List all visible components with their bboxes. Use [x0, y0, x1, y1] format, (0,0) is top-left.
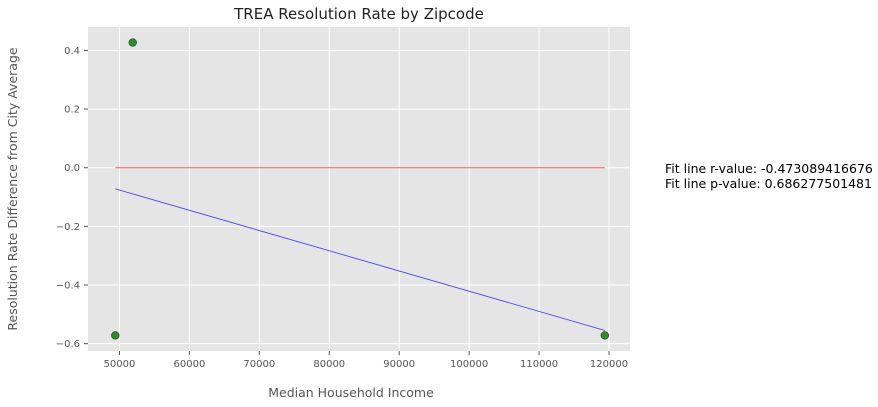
x-tick-label: 110000 — [520, 359, 558, 370]
x-tick-label: 120000 — [590, 359, 628, 370]
x-tick-label: 60000 — [174, 359, 206, 370]
fit-line — [115, 188, 605, 331]
y-tick-label: 0.4 — [64, 46, 80, 57]
data-point — [128, 38, 137, 47]
plot-area — [88, 27, 630, 351]
y-tick-label: −0.2 — [56, 222, 80, 233]
y-tick-label: −0.6 — [56, 339, 80, 350]
y-tick-label: −0.4 — [56, 281, 80, 292]
x-tick-label: 80000 — [313, 359, 345, 370]
fit-p-value-label: Fit line p-value: 0.686277501481 — [665, 176, 872, 191]
x-tick-label: 50000 — [104, 359, 136, 370]
y-tick-label: 0.0 — [64, 163, 80, 174]
x-tick-label: 90000 — [383, 359, 415, 370]
data-point — [111, 331, 120, 340]
fit-r-value-label: Fit line r-value: -0.473089416676 — [665, 161, 873, 176]
y-axis-title: Resolution Rate Difference from City Ave… — [5, 47, 20, 331]
x-tick-label: 100000 — [450, 359, 488, 370]
chart-title: TREA Resolution Rate by Zipcode — [233, 5, 484, 23]
y-tick-label: 0.2 — [64, 105, 80, 116]
x-tick-label: 70000 — [243, 359, 275, 370]
data-point — [600, 331, 610, 340]
axis-ticks: 50000 60000 70000 80000 90000 100000 110000 120… — [56, 46, 628, 370]
x-axis-title: Median Household Income — [268, 385, 434, 400]
data-points — [111, 38, 610, 340]
